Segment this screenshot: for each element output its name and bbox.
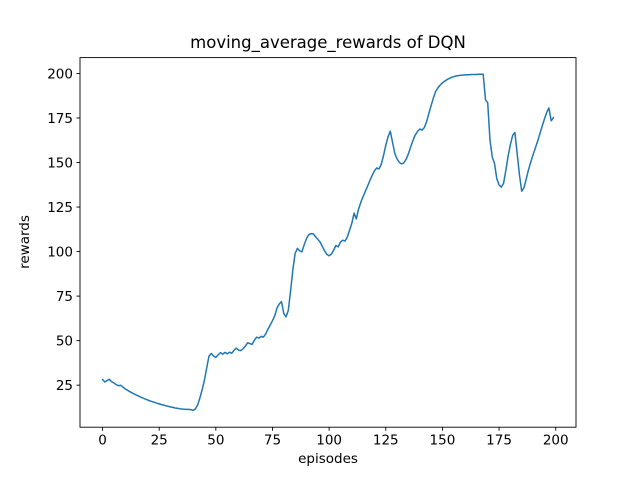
x-tick-label: 25 [151,433,168,449]
x-tick-label: 200 [543,433,569,449]
y-tick-label: 200 [47,66,73,82]
x-tick-label: 175 [486,433,512,449]
x-axis-label: episodes [298,451,358,467]
y-tick-label: 50 [56,333,73,349]
x-tick-label: 50 [207,433,224,449]
x-tick-label: 100 [316,433,342,449]
y-tick-label: 100 [47,244,73,260]
y-tick-label: 125 [47,200,73,216]
x-tick-label: 125 [373,433,399,449]
axes-spines [79,57,577,428]
x-tick-label: 75 [264,433,281,449]
y-axis-label: rewards [17,215,33,269]
plot-area: 0 25 50 75 100 125 150 175 200 25 50 75 100 125 150 175… [47,57,577,449]
y-tick-label: 25 [56,378,73,394]
x-tick-label: 150 [430,433,456,449]
y-tick-label: 75 [56,289,73,305]
y-tick-label: 175 [47,111,73,127]
chart-title: moving_average_rewards of DQN [190,33,466,53]
x-tick-label: 0 [98,433,107,449]
y-tick-label: 150 [47,155,73,171]
reward-line [101,73,555,412]
